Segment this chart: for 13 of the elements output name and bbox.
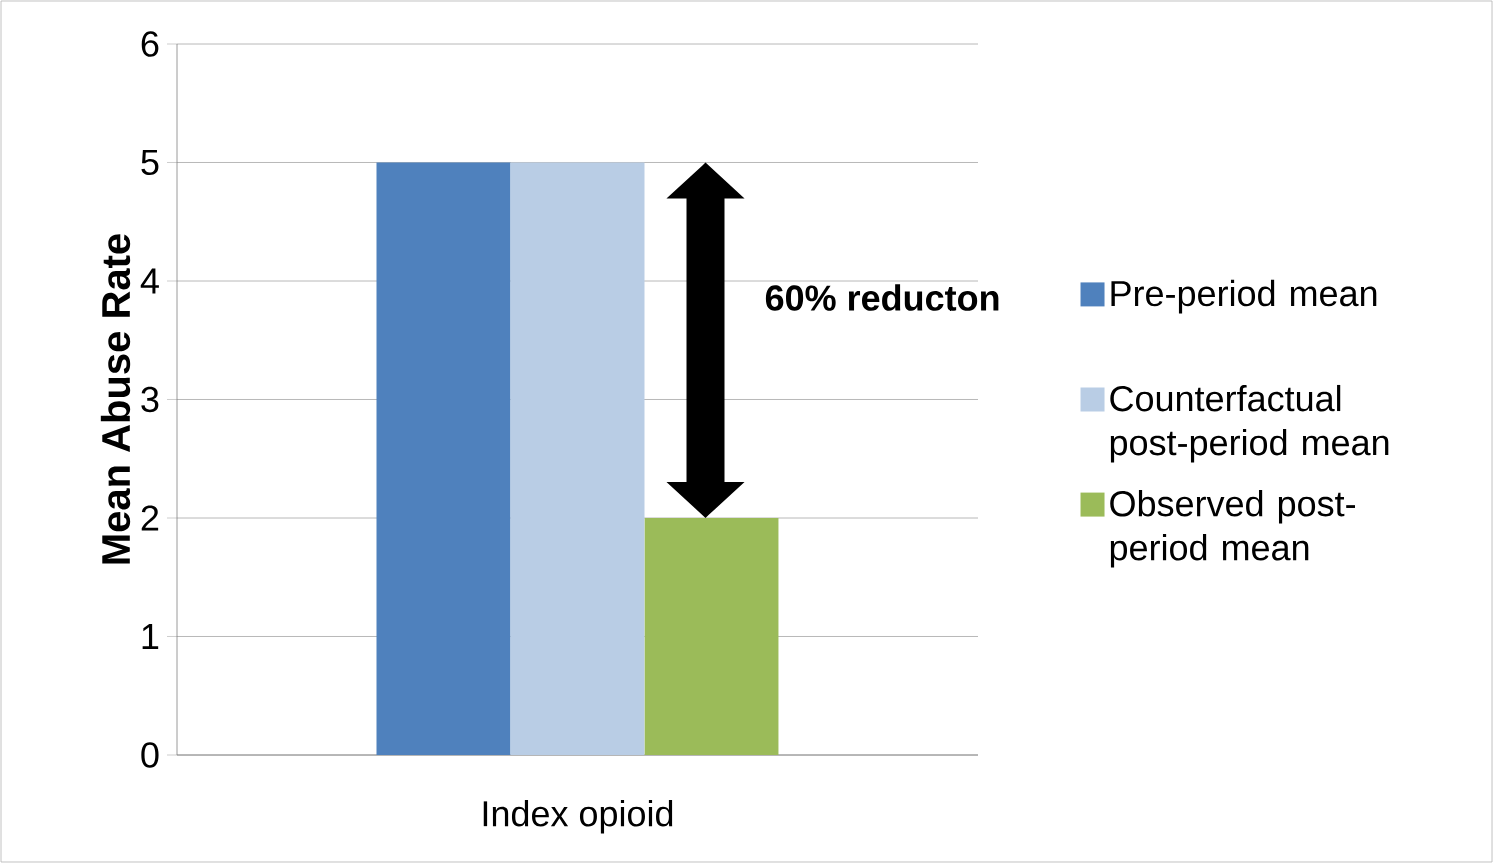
- legend-label: Pre-period mean: [1111, 279, 1377, 314]
- y-tick-label: 1: [142, 624, 159, 649]
- y-axis-title: Mean Abuse Rate: [100, 234, 131, 564]
- annotation: 60% reducton: [765, 284, 999, 311]
- y-tick-label: 4: [140, 268, 159, 294]
- legend-label: Observed post-period mean: [1110, 490, 1355, 568]
- y-tick-label: 2: [141, 505, 159, 531]
- y-tick-label: 5: [141, 149, 159, 176]
- x-tick-label: Index opioid: [483, 800, 673, 834]
- y-tick-label: 6: [141, 31, 159, 57]
- y-tick-label: 3: [141, 386, 159, 413]
- legend-label: Counterfactual post-period mean: [1110, 384, 1389, 463]
- y-tick-label: 0: [141, 742, 159, 768]
